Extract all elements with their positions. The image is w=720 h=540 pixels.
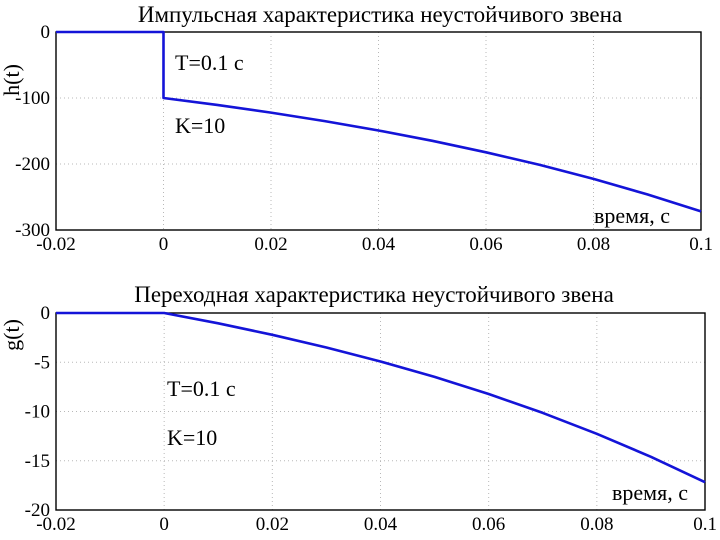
step-chart-title: Переходная характеристика неустойчивого …	[134, 282, 614, 307]
impulse-x-tick-label: 0	[159, 234, 169, 255]
step-x-tick-label: 0	[159, 514, 169, 535]
impulse-y-tick-label: 0	[41, 22, 51, 43]
impulse-x-tick-labels: -0.02 0 0.02 0.04 0.06 0.08 0.1	[36, 234, 713, 255]
step-plot-frame	[55, 312, 706, 511]
step-x-tick-label: 0.02	[256, 514, 289, 535]
step-x-tick-label: 0.06	[472, 514, 505, 535]
impulse-x-tick-label: 0.08	[577, 234, 610, 255]
step-response-line	[56, 311, 706, 484]
impulse-response-line	[56, 30, 702, 213]
step-response-panel: Переходная характеристика неустойчивого …	[0, 282, 717, 535]
impulse-chart-title: Импульсная характеристика неустойчивого …	[138, 2, 622, 27]
step-x-tick-label: 0.1	[693, 514, 717, 535]
step-x-tick-labels: -0.02 0 0.02 0.04 0.06 0.08 0.1	[36, 514, 717, 535]
step-x-tick-label: 0.04	[364, 514, 398, 535]
step-x-tick-label: -0.02	[36, 514, 76, 535]
step-y-tick-label: -15	[25, 451, 50, 472]
impulse-plot-frame	[55, 31, 702, 231]
impulse-x-tick-label: 0.04	[362, 234, 396, 255]
impulse-x-tick-label: 0.06	[469, 234, 502, 255]
step-y-tick-label: 0	[41, 303, 51, 324]
step-x-tick-label: 0.08	[580, 514, 613, 535]
step-y-tick-label: -5	[34, 352, 50, 373]
impulse-x-tick-label: -0.02	[36, 234, 76, 255]
step-grid	[56, 313, 705, 510]
step-annotation-K: K=10	[167, 425, 217, 450]
impulse-y-tick-label: -300	[15, 220, 50, 241]
step-annotation-T: T=0.1 с	[167, 376, 236, 401]
impulse-x-tick-label: 0.1	[689, 234, 713, 255]
impulse-y-tick-labels: 0 -100 -200 -300	[15, 22, 50, 241]
impulse-annotation-T: T=0.1 с	[175, 50, 244, 75]
impulse-y-tick-label: -100	[15, 88, 50, 109]
impulse-y-axis-label: h(t)	[0, 64, 24, 96]
step-y-axis-label: g(t)	[0, 319, 24, 351]
step-y-tick-label: -20	[25, 500, 50, 521]
step-y-tick-labels: 0 -5 -10 -15 -20	[25, 303, 50, 521]
step-y-tick-label: -10	[25, 402, 50, 423]
impulse-x-axis-label: время, с	[594, 203, 670, 228]
impulse-x-tick-label: 0.02	[254, 234, 287, 255]
impulse-y-tick-label: -200	[15, 154, 50, 175]
impulse-annotation-K: K=10	[175, 113, 225, 138]
impulse-response-panel: Импульсная характеристика неустойчивого …	[0, 2, 713, 255]
step-x-axis-label: время, с	[612, 480, 688, 505]
